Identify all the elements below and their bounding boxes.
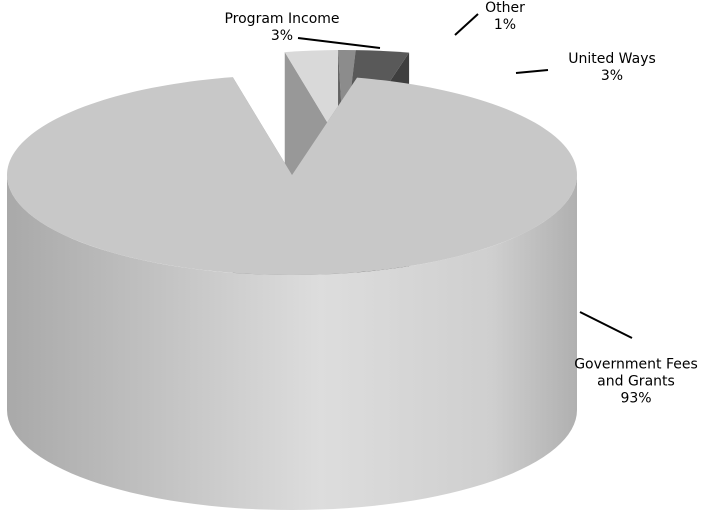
leader-line — [515, 69, 549, 74]
slice-label: Other 1% — [475, 0, 535, 34]
value-label: 1% — [493, 17, 517, 33]
category-label: Program Income — [224, 11, 340, 27]
leader-line — [579, 311, 633, 339]
slice-label: Government Fees and Grants 93% — [566, 357, 706, 408]
category-label: United Ways — [568, 51, 656, 67]
slice-side — [7, 175, 577, 510]
value-label: 3% — [270, 28, 294, 44]
slice-label: Program Income 3% — [202, 11, 362, 45]
leader-line — [297, 37, 381, 49]
category-label: Government Fees and Grants — [574, 356, 698, 390]
slice-label: United Ways 3% — [552, 51, 672, 85]
value-label: 93% — [620, 390, 652, 407]
slice — [6, 77, 577, 275]
category-label: Other — [485, 0, 525, 16]
value-label: 3% — [600, 68, 624, 84]
leader-line — [454, 13, 479, 36]
